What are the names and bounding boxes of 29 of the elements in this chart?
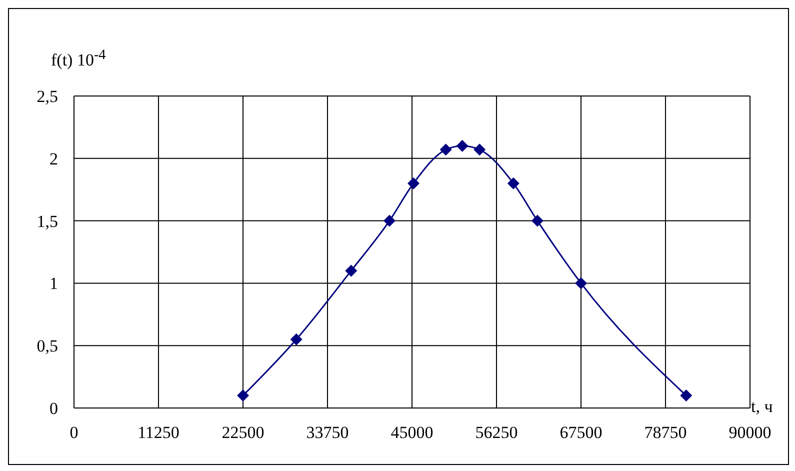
point (680, 390, 692, 402)
y-axis-title: f(t) 10$^{-4}$ (51, 47, 106, 71)
x-tick-label: 45000 (390, 423, 434, 442)
point (531, 214, 544, 227)
point (290, 333, 302, 346)
x-tick-label: 0 (70, 423, 78, 442)
x-axis-title: t, ч (751, 397, 773, 417)
x-tick-label: 78750 (644, 423, 687, 442)
point (575, 277, 587, 290)
x-tick-label: 33750 (306, 423, 349, 442)
x-tick-label: 22500 (222, 423, 264, 442)
y-tick-label: 2,5 (36, 87, 58, 106)
point (507, 177, 520, 190)
x-tick-label: 56250 (475, 423, 518, 442)
y-tick-label: 0,5 (36, 336, 58, 356)
x-tick-label: 11250 (138, 423, 180, 442)
x-tick-label: 90000 (728, 423, 772, 442)
y-tick-label: 2 (50, 149, 58, 168)
point (345, 264, 358, 277)
point (456, 140, 468, 152)
point (474, 144, 486, 156)
y-tick-label: 0 (50, 399, 58, 418)
y-tick-label: 1,5 (36, 212, 58, 231)
point (237, 390, 249, 402)
point (440, 144, 452, 156)
x-tick-label: 67500 (560, 423, 602, 442)
point (383, 214, 396, 227)
point (408, 177, 420, 190)
y-tick-label: 1 (50, 274, 58, 294)
